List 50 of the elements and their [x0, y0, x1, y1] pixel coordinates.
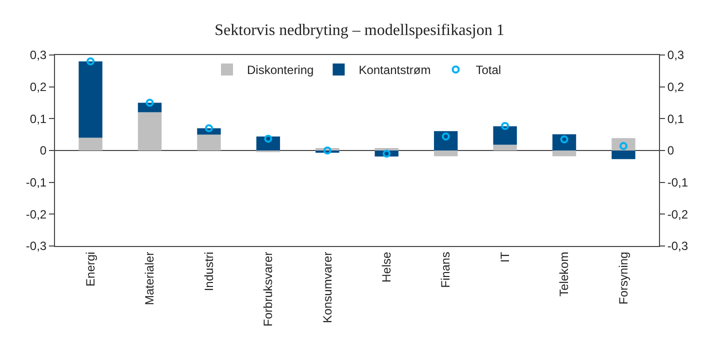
- chart-title: Sektorvis nedbryting – modellspesifikasjon 1: [214, 22, 504, 40]
- x-tick-label: Telekom: [557, 252, 572, 296]
- y-tick-label: -0,3: [26, 239, 47, 254]
- y-tick-label: -0,2: [26, 207, 47, 222]
- bar: [552, 150, 576, 156]
- y2-tick-label: -0,3: [667, 239, 688, 254]
- y2-tick-label: -0,2: [667, 207, 688, 222]
- y-tick-label: 0: [40, 144, 47, 158]
- point: [382, 150, 391, 158]
- legend-label: Kontantstrøm: [358, 63, 431, 78]
- point: [323, 146, 332, 154]
- bar: [493, 144, 517, 150]
- y-tick-label: 0,1: [30, 112, 47, 126]
- bar: [78, 138, 102, 150]
- y2-tick-label: -0,1: [667, 176, 688, 190]
- bar: [493, 126, 517, 145]
- point: [264, 134, 272, 143]
- bar: [78, 61, 102, 138]
- x-tick-label: Helse: [380, 251, 394, 282]
- x-tick-label: Industri: [202, 252, 216, 292]
- x-tick-label: IT: [498, 251, 512, 262]
- bar: [138, 112, 162, 150]
- legend-label: Total: [476, 63, 502, 78]
- bar: [374, 148, 398, 150]
- x-tick-label: Materialer: [142, 252, 157, 306]
- x-tick-label: Energi: [83, 252, 98, 286]
- y-tick-label: -0,1: [26, 176, 47, 190]
- bar: [138, 102, 162, 112]
- point: [146, 98, 154, 107]
- bar: [552, 134, 576, 150]
- point: [442, 132, 450, 140]
- x-tick-label: Finans: [438, 252, 453, 288]
- bar: [256, 136, 280, 150]
- y2-tick-label: 0: [667, 144, 674, 158]
- x-tick-label: Forbruksvarer: [261, 252, 276, 326]
- x-tick-label: Forsyning: [616, 252, 630, 304]
- bar: [612, 150, 636, 160]
- point: [501, 122, 510, 130]
- y-tick-label: 0,2: [30, 80, 47, 94]
- legend-label: Diskontering: [247, 63, 314, 78]
- point: [204, 124, 213, 132]
- y2-tick-label: 0,1: [667, 112, 684, 126]
- bar: [434, 150, 458, 156]
- y-tick-label: 0,3: [30, 48, 47, 62]
- y2-tick-label: 0,2: [667, 80, 684, 94]
- y2-tick-label: 0,3: [667, 48, 684, 62]
- bar: [434, 131, 458, 150]
- bar: [197, 134, 221, 150]
- point: [86, 57, 95, 66]
- x-tick-label: Konsumvarer: [320, 252, 334, 324]
